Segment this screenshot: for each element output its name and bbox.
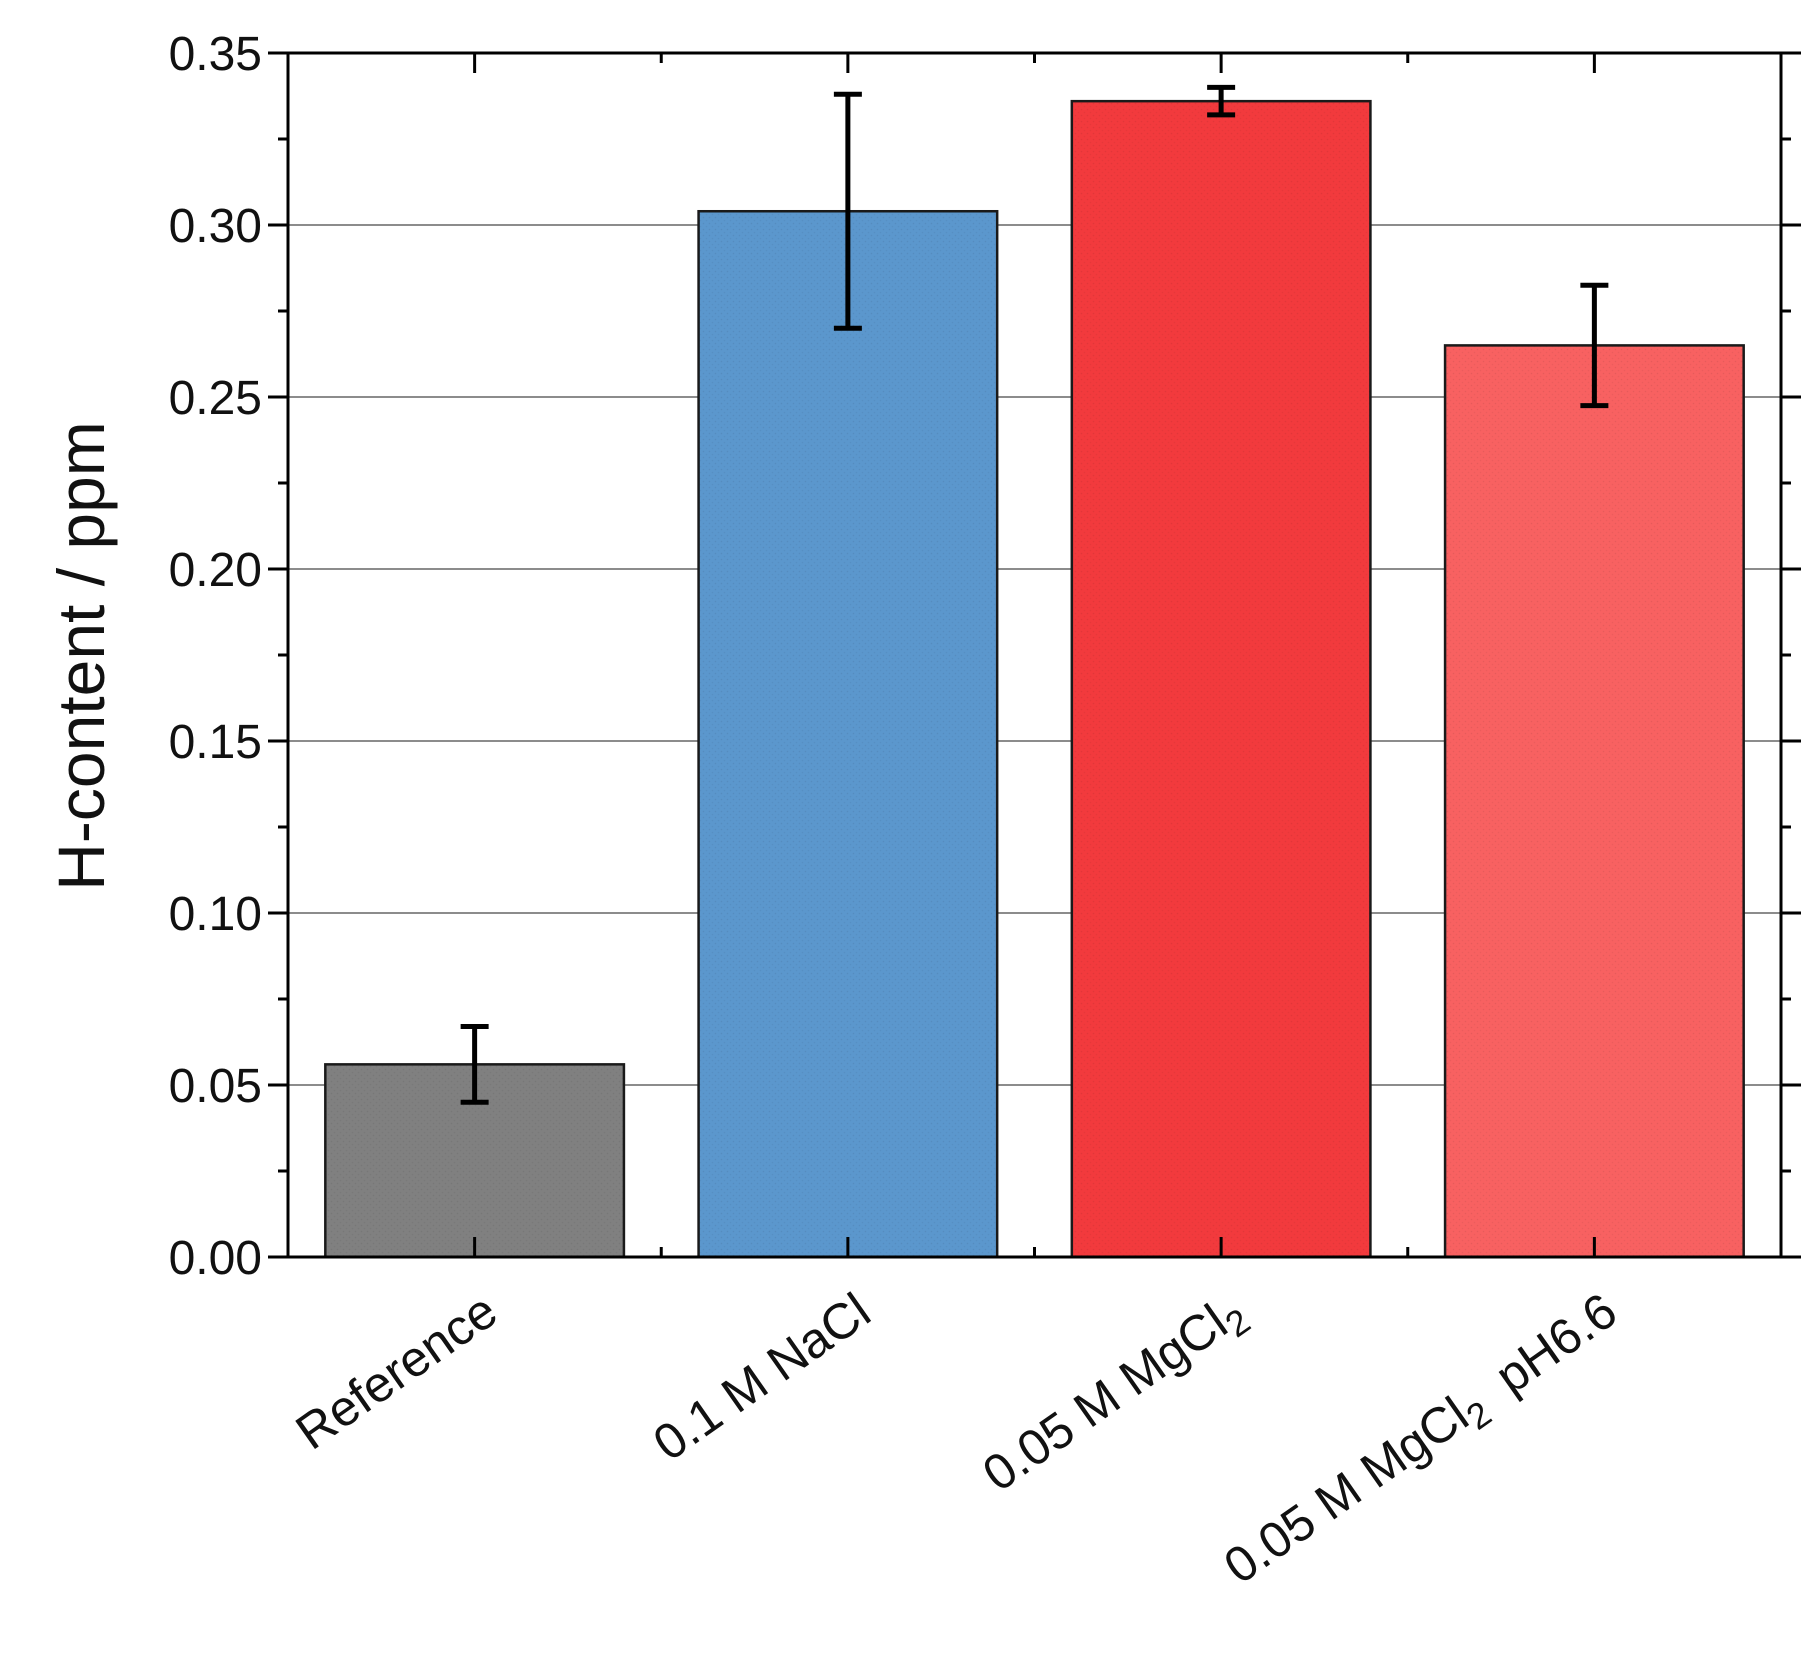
category-label: 0.1 M NaCl bbox=[643, 1282, 880, 1471]
y-tick-label: 0.15 bbox=[169, 716, 262, 769]
y-axis-title: H-content / ppm bbox=[44, 421, 118, 891]
category-label-text: 0.1 M NaCl bbox=[643, 1282, 880, 1471]
y-tick-label: 0.20 bbox=[169, 544, 262, 597]
bar-texture bbox=[698, 211, 998, 1258]
category-label-text: 0.05 M MgCl bbox=[1214, 1386, 1478, 1594]
category-label: 0.05 M MgCl2 pH6.6 bbox=[1214, 1282, 1631, 1600]
bar-texture bbox=[1445, 345, 1744, 1257]
category-label: 0.05 M MgCl2 bbox=[973, 1282, 1258, 1508]
error-bars bbox=[460, 84, 1609, 1105]
bar-texture bbox=[1071, 101, 1371, 1257]
bars bbox=[324, 99, 1745, 1259]
category-label-suffix: pH6.6 bbox=[1463, 1282, 1627, 1420]
y-tick-label: 0.25 bbox=[169, 372, 262, 425]
category-label-text: Reference bbox=[286, 1282, 507, 1460]
y-tick-label: 0.35 bbox=[169, 28, 262, 81]
y-tick-label: 0.10 bbox=[169, 888, 262, 941]
y-tick-label: 0.30 bbox=[169, 200, 262, 253]
category-label: Reference bbox=[286, 1282, 507, 1460]
y-tick-label: 0.05 bbox=[169, 1060, 262, 1113]
category-label-text: 0.05 M MgCl bbox=[973, 1294, 1237, 1502]
axes bbox=[268, 51, 1801, 1259]
y-tick-label: 0.00 bbox=[169, 1232, 262, 1285]
